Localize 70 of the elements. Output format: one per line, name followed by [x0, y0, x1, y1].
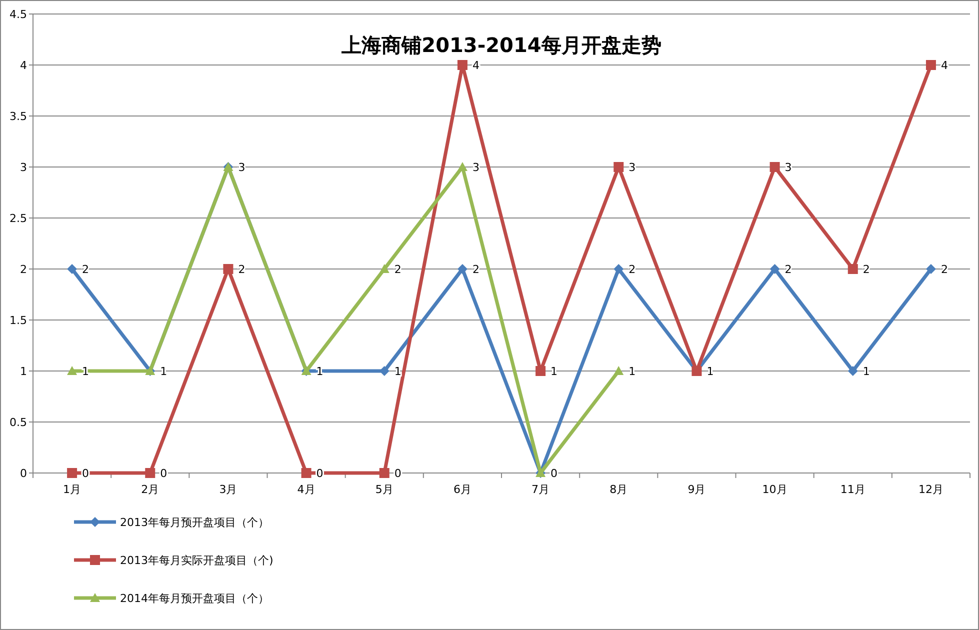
point: [145, 468, 156, 478]
point: [770, 162, 780, 172]
data-label: 3: [238, 160, 246, 174]
x-tick-label: 3月: [219, 483, 238, 496]
data-label: 2: [940, 262, 948, 276]
x-tick-label: 2月: [141, 483, 160, 496]
x-tick-label: 9月: [688, 483, 706, 496]
data-label: 0: [160, 466, 168, 480]
x-tick-label: 4月: [297, 483, 316, 496]
x-tick-label: 5月: [375, 483, 394, 496]
point: [379, 264, 390, 273]
data-label: 4: [472, 58, 480, 72]
data-label: 1: [706, 364, 714, 378]
point: [614, 264, 624, 274]
data-label: 0: [550, 466, 558, 480]
point: [301, 468, 312, 478]
legend-label: 2014年每月预开盘项目（个）: [120, 592, 269, 605]
point: [457, 264, 468, 274]
data-label: 2: [238, 262, 246, 276]
data-label: 2: [862, 262, 870, 276]
point: [457, 162, 468, 171]
x-tick-label: 8月: [610, 483, 628, 496]
point: [67, 468, 78, 478]
x-tick-label: 11月: [840, 483, 866, 496]
text: 上海商铺2013-2014每月开盘走势: [340, 33, 662, 57]
x-tick-label: 6月: [453, 483, 472, 496]
data-label: 3: [472, 160, 480, 174]
point: [770, 264, 780, 274]
point: [848, 366, 858, 376]
data-label: 1: [160, 364, 168, 378]
y-tick-label: 1.5: [10, 314, 27, 327]
data-label: 1: [394, 364, 402, 378]
data-label: 3: [784, 160, 792, 174]
data-label: 2: [784, 262, 792, 276]
y-tick-label: 4: [20, 58, 27, 72]
data-label: 3: [628, 160, 636, 174]
x-tick-label: 1月: [63, 483, 82, 496]
legend-label: 2013年每月实际开盘项目（个): [120, 554, 274, 567]
y-tick-label: 2.5: [10, 212, 27, 225]
y-tick-label: 3.5: [10, 110, 27, 123]
point: [848, 264, 858, 274]
data-label: 2: [394, 262, 402, 276]
y-tick-label: 3: [20, 160, 27, 174]
data-label: 2: [472, 262, 480, 276]
y-tick-label: 0.5: [10, 416, 27, 429]
point: [614, 162, 624, 172]
point: [379, 468, 390, 478]
point: [457, 60, 468, 70]
x-tick-label: 7月: [532, 483, 550, 496]
point: [614, 366, 624, 375]
x-tick-label: 10月: [762, 483, 788, 496]
data-label: 0: [394, 466, 402, 480]
point: [536, 366, 546, 376]
y-tick-label: 2: [20, 262, 27, 276]
point: [67, 264, 78, 274]
point: [926, 264, 936, 274]
legend-label: 2013年每月预开盘项目（个）: [120, 516, 269, 529]
point: [926, 60, 936, 70]
data-label: 1: [628, 364, 636, 378]
data-label: 1: [862, 364, 870, 378]
data-label: 2: [628, 262, 636, 276]
x-tick-label: 12月: [918, 483, 944, 496]
data-label: 2: [82, 262, 90, 276]
y-tick-label: 0: [20, 466, 27, 480]
data-label: 4: [940, 58, 948, 72]
point: [67, 366, 78, 375]
y-tick-label: 1: [20, 364, 27, 378]
data-label: 1: [550, 364, 558, 378]
y-tick-label: 4.5: [10, 8, 27, 21]
point: [223, 264, 234, 274]
